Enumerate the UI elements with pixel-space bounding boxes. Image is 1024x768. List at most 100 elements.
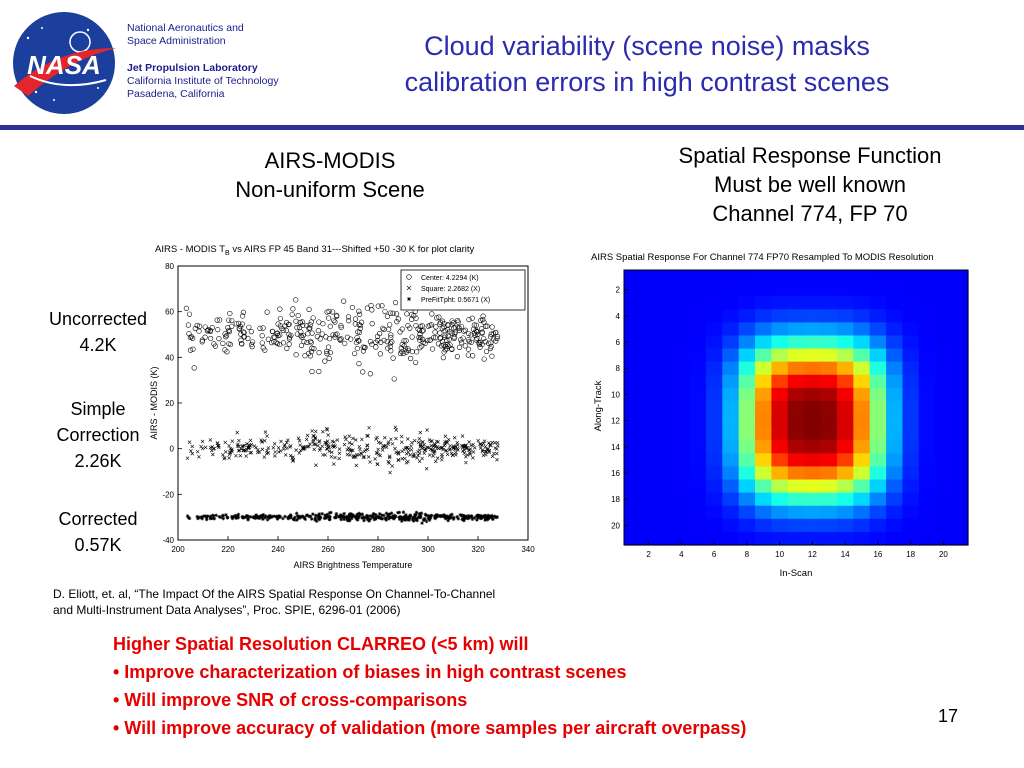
scatter-point-circle [449, 318, 455, 324]
scatter-point-circle [354, 345, 360, 352]
heatmap-cell [820, 296, 838, 310]
scatter-point-x [394, 428, 399, 432]
scatter-point-star [349, 511, 353, 516]
scatter-point-circle [480, 317, 486, 323]
scatter-point-star [378, 516, 383, 520]
heatmap-cell [771, 531, 789, 546]
heatmap-chart: AIRS Spatial Response For Channel 774 FP… [591, 252, 969, 579]
heatmap-frame [623, 269, 969, 546]
scatter-point-circle [352, 350, 358, 357]
heatmap-cell [918, 348, 936, 363]
heatmap-y-tick-label: 20 [611, 521, 620, 530]
scatter-point-x [367, 425, 371, 430]
heatmap-cell [705, 296, 723, 310]
scatter-point-star [387, 512, 391, 516]
heatmap-cell [771, 505, 789, 520]
scatter-point-star [233, 513, 238, 518]
heatmap-cell [902, 453, 920, 468]
heatmap-cell [804, 387, 822, 402]
heatmap-cell [886, 296, 904, 310]
heatmap-cell [738, 427, 756, 441]
heatmap-cell [656, 518, 674, 533]
scatter-point-star [411, 519, 416, 523]
scatter-point-circle [306, 306, 312, 313]
scatter-point-circle [468, 339, 474, 345]
heatmap-cell [869, 479, 887, 494]
heatmap-y-tick-label: 14 [611, 443, 620, 452]
scatter-point-star [204, 517, 209, 522]
scatter-point-x [362, 455, 367, 459]
scatter-point-x [189, 449, 193, 453]
lab-name: Jet Propulsion Laboratory California Ins… [127, 62, 279, 101]
heatmap-cell [918, 270, 936, 284]
heatmap-cell [656, 270, 674, 284]
heatmap-cell [820, 518, 838, 533]
heatmap-cell [902, 400, 920, 415]
scatter-point-x [262, 438, 267, 443]
scatter-point-star [483, 513, 488, 518]
scatter-point-x [185, 456, 190, 461]
heatmap-cell [771, 270, 789, 284]
scatter-point-x [490, 454, 495, 459]
scatter-point-circle [441, 324, 447, 330]
scatter-point-star [329, 510, 333, 515]
scatter-point-circle [419, 323, 425, 329]
heatmap-cell [886, 518, 904, 533]
heatmap-cell [804, 479, 822, 494]
scatter-point-circle [418, 334, 424, 341]
heatmap-cell [836, 361, 854, 376]
heatmap-cell [771, 348, 789, 363]
scatter-point-circle [194, 322, 200, 329]
heatmap-cell [624, 440, 641, 454]
scatter-point-star [483, 518, 487, 522]
scatter-point-x [276, 450, 281, 454]
heatmap-cell [853, 387, 871, 402]
scatter-point-star [448, 515, 453, 519]
scatter-point-x [399, 434, 404, 439]
heatmap-cell [722, 414, 740, 428]
scatter-point-x [424, 466, 429, 471]
scatter-point-x [478, 442, 482, 446]
scatter-point-star [214, 513, 218, 518]
scatter-point-star [347, 518, 352, 523]
scatter-point-star [405, 515, 410, 520]
scatter-point-circle [338, 323, 344, 329]
scatter-point-star [338, 514, 343, 519]
heatmap-cell [738, 361, 756, 376]
scatter-point-circle [483, 348, 490, 355]
scatter-point-circle [324, 309, 330, 315]
scatter-point-star [438, 513, 442, 518]
heatmap-cell [722, 348, 740, 363]
legend-box [400, 269, 526, 311]
scatter-point-star [364, 515, 368, 519]
heatmap-cell [836, 400, 854, 415]
heatmap-cell [886, 335, 904, 350]
scatter-point-x [208, 438, 213, 442]
scatter-point-star [386, 513, 391, 517]
heatmap-cell [624, 335, 641, 350]
scatter-point-x [455, 443, 460, 447]
scatter-point-circle [387, 340, 394, 346]
scatter-point-x [230, 449, 234, 454]
scatter-point-circle [287, 334, 293, 340]
right-heading: Spatial Response Function Must be well k… [620, 141, 1000, 228]
scatter-point-x [448, 443, 452, 448]
scatter-point-circle [307, 322, 313, 328]
scatter-point-x [230, 439, 235, 443]
scatter-point-star [405, 517, 409, 522]
scatter-point-x [272, 442, 277, 446]
heatmap-cell [836, 335, 854, 350]
heatmap-cell [902, 427, 920, 441]
citation: D. Eliott, et. al, “The Impact Of the AI… [53, 586, 495, 618]
scatter-point-x [451, 445, 456, 450]
heatmap-cell [689, 335, 707, 350]
scatter-point-circle [384, 313, 390, 319]
heatmap-cell [624, 309, 641, 323]
scatter-point-circle [289, 311, 295, 318]
heatmap-cell [689, 309, 707, 323]
scatter-point-x [429, 439, 433, 444]
heatmap-cell [624, 427, 641, 441]
heatmap-cell [853, 322, 871, 337]
heatmap-cell [951, 400, 969, 415]
heatmap-cell [836, 440, 854, 454]
